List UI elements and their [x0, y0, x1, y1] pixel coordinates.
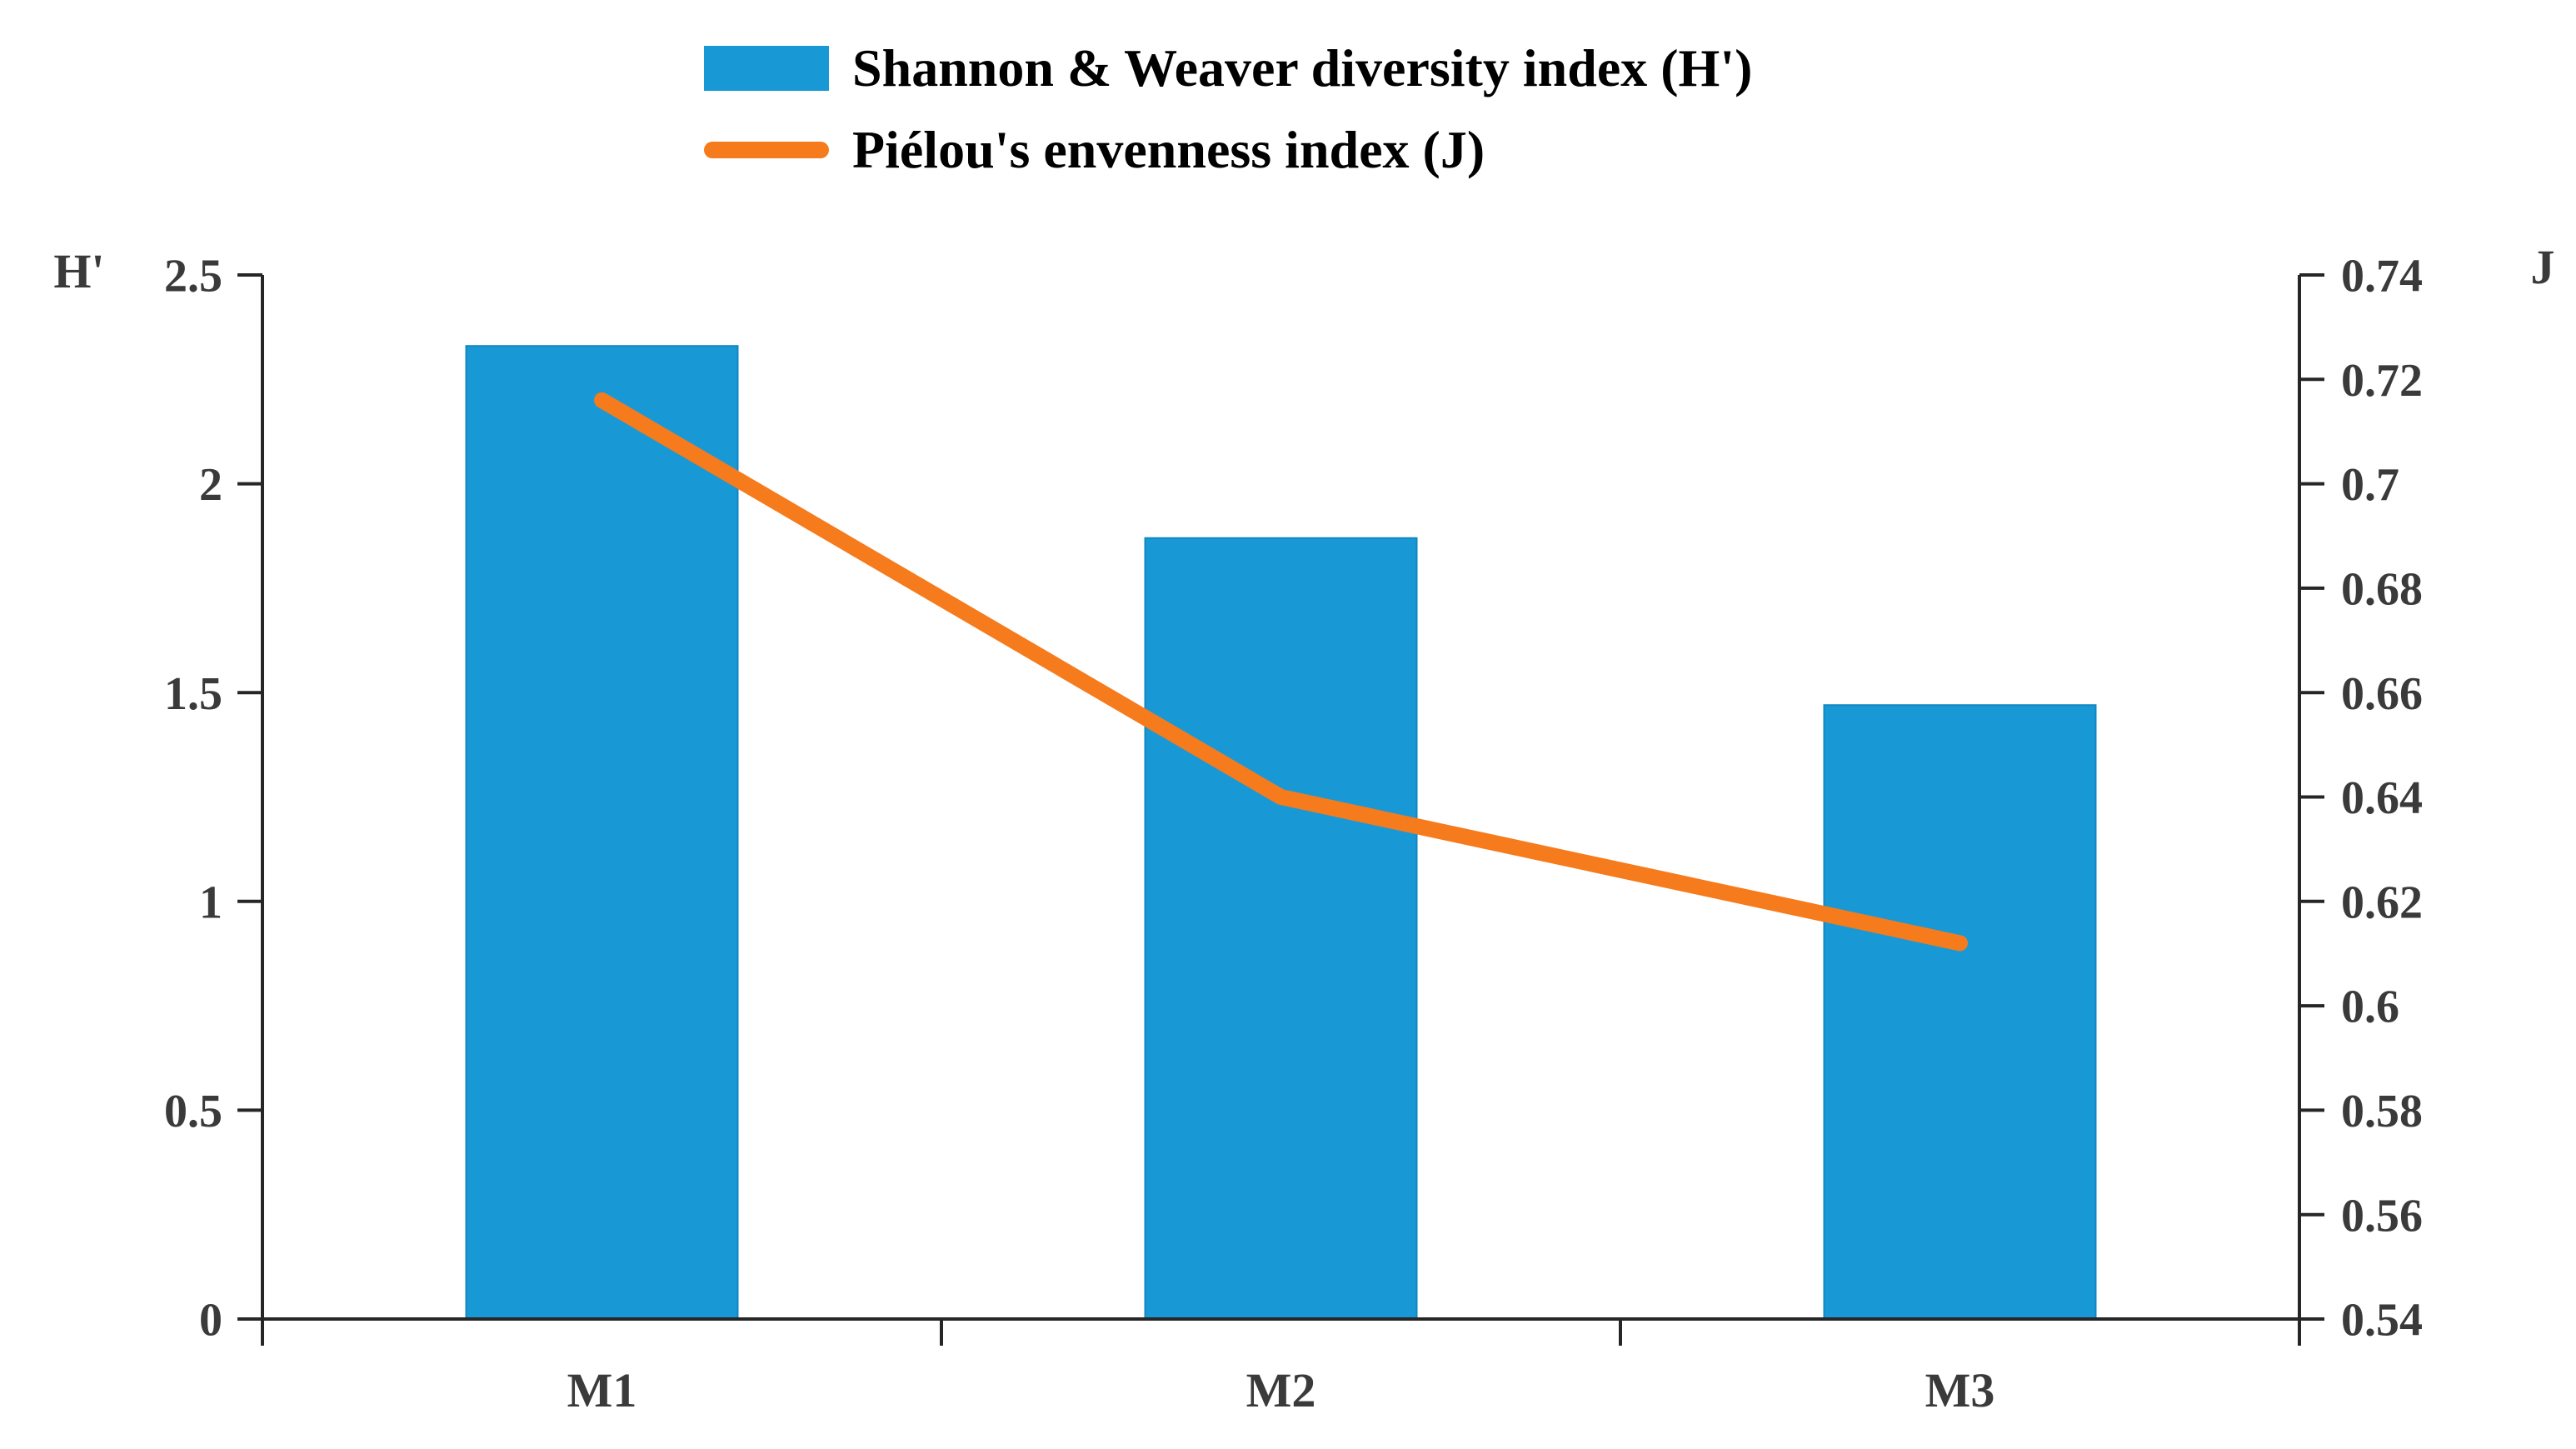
right-axis-tick-label: 0.54 [2341, 1295, 2423, 1347]
right-axis-tick-label: 0.56 [2341, 1190, 2423, 1242]
right-axis-tick-label: 0.74 [2341, 251, 2423, 302]
bar-M2 [1144, 537, 1418, 1320]
legend-item-diversity: Shannon & Weaver diversity index (H') [704, 27, 1752, 109]
x-axis-category-label: M3 [1925, 1363, 1995, 1417]
left-axis-tick-label: 0.5 [164, 1086, 222, 1137]
chart-legend: Shannon & Weaver diversity index (H') Pi… [704, 27, 1752, 191]
legend-label-evenness: Piélou's envenness index (J) [852, 120, 1485, 179]
left-axis-tick-label: 1 [199, 877, 222, 928]
left-axis-tick-label: 0 [199, 1295, 222, 1347]
left-axis-title: H' [53, 244, 104, 298]
right-axis-tick-label: 0.6 [2341, 982, 2399, 1033]
left-axis-tick-label: 2.5 [164, 251, 222, 302]
x-axis-category-label: M1 [567, 1363, 637, 1417]
right-axis-tick-label: 0.58 [2341, 1086, 2423, 1137]
legend-item-evenness: Piélou's envenness index (J) [704, 109, 1752, 191]
x-axis-category-label: M2 [1246, 1363, 1316, 1417]
legend-label-diversity: Shannon & Weaver diversity index (H') [852, 38, 1753, 97]
right-axis-tick-label: 0.72 [2341, 355, 2423, 407]
right-axis-tick-label: 0.62 [2341, 877, 2423, 928]
legend-line-swatch-icon [704, 142, 829, 158]
right-axis-tick-label: 0.7 [2341, 459, 2399, 511]
bar-M3 [1823, 704, 2097, 1320]
right-axis-tick-label: 0.64 [2341, 772, 2423, 824]
right-axis-tick-label: 0.66 [2341, 668, 2423, 720]
left-axis-tick-label: 1.5 [164, 668, 222, 720]
right-axis-title: J [2531, 240, 2555, 294]
evenness-line [594, 392, 1968, 952]
legend-bar-swatch-icon [704, 46, 829, 91]
right-axis-tick-label: 0.68 [2341, 564, 2423, 616]
bar-M1 [465, 345, 739, 1321]
left-axis-tick-label: 2 [199, 459, 222, 511]
